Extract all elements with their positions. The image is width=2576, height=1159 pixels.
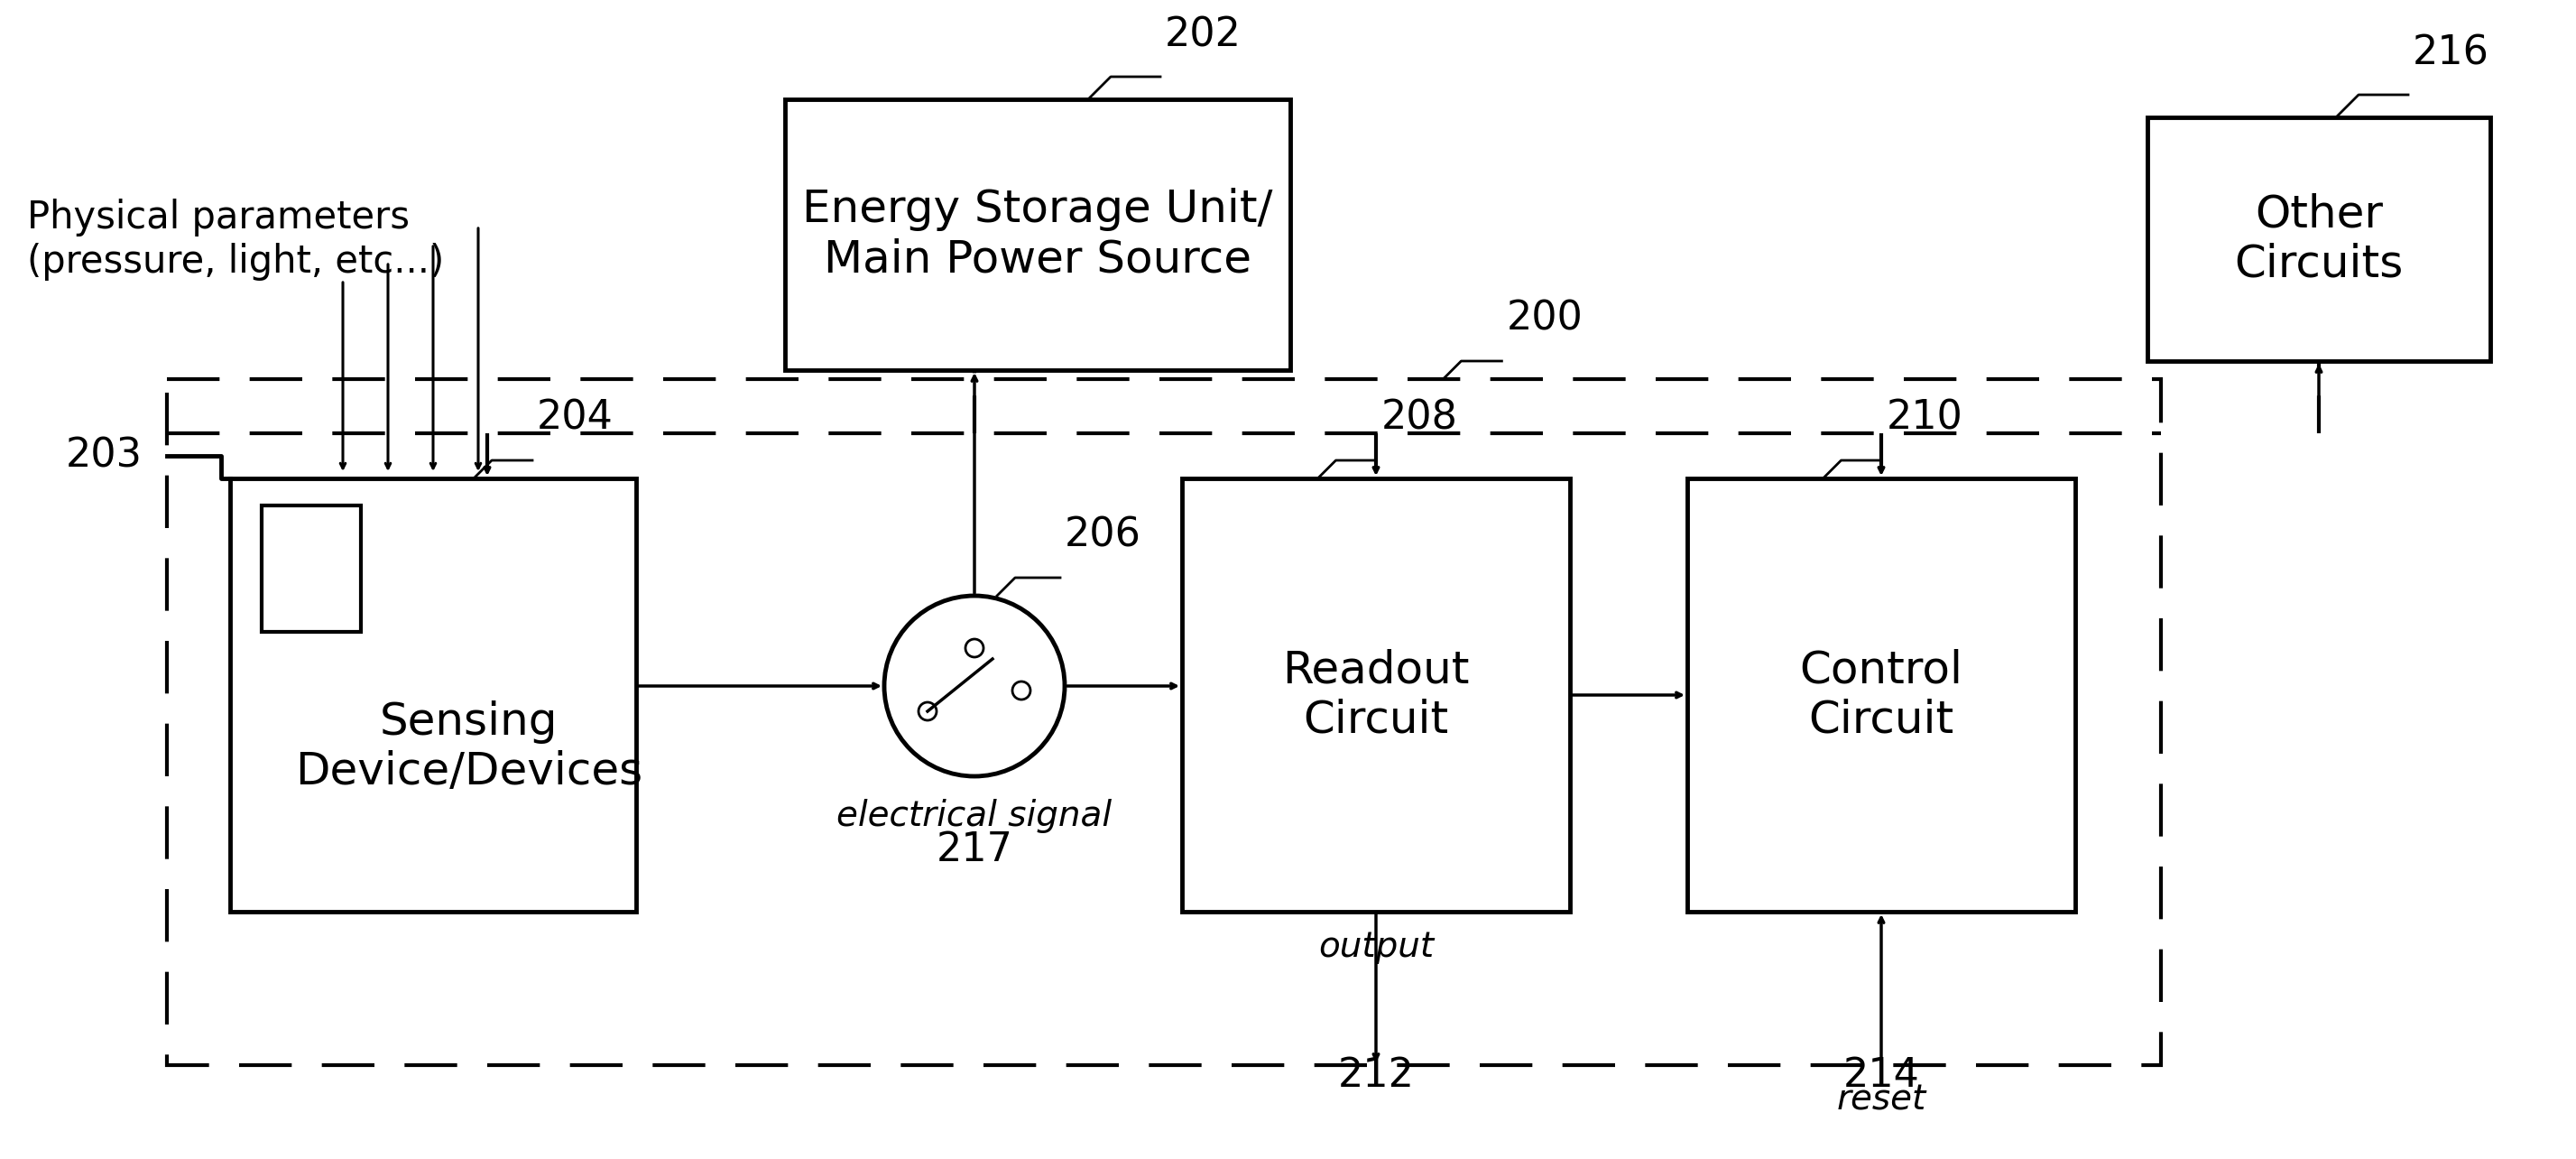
- Text: Energy Storage Unit/
Main Power Source: Energy Storage Unit/ Main Power Source: [801, 188, 1273, 282]
- Text: 210: 210: [1886, 399, 1963, 438]
- Bar: [263, 505, 361, 632]
- Text: 204: 204: [536, 399, 613, 438]
- Bar: [167, 379, 2161, 1065]
- Text: Sensing
Device/Devices: Sensing Device/Devices: [296, 700, 644, 794]
- Text: 202: 202: [1164, 15, 1242, 54]
- Text: reset: reset: [1837, 1084, 1927, 1117]
- Bar: [1182, 479, 1569, 912]
- Bar: [229, 479, 636, 912]
- Text: Readout
Circuit: Readout Circuit: [1283, 648, 1468, 742]
- Text: Other
Circuits: Other Circuits: [2233, 192, 2403, 286]
- Text: 214: 214: [1842, 1056, 1919, 1095]
- Text: 216: 216: [2414, 34, 2488, 72]
- Text: Physical parameters
(pressure, light, etc...): Physical parameters (pressure, light, et…: [28, 198, 443, 280]
- Text: 217: 217: [935, 831, 1012, 869]
- Text: 208: 208: [1381, 399, 1458, 438]
- Text: 206: 206: [1064, 516, 1141, 555]
- Text: electrical signal: electrical signal: [837, 799, 1113, 833]
- Text: 203: 203: [67, 437, 142, 475]
- Bar: [2148, 117, 2491, 362]
- Bar: [1687, 479, 2076, 912]
- Text: Control
Circuit: Control Circuit: [1801, 648, 1963, 742]
- Bar: [786, 100, 1291, 370]
- Text: output: output: [1319, 930, 1435, 964]
- Text: 212: 212: [1337, 1056, 1414, 1095]
- Text: 200: 200: [1507, 300, 1582, 338]
